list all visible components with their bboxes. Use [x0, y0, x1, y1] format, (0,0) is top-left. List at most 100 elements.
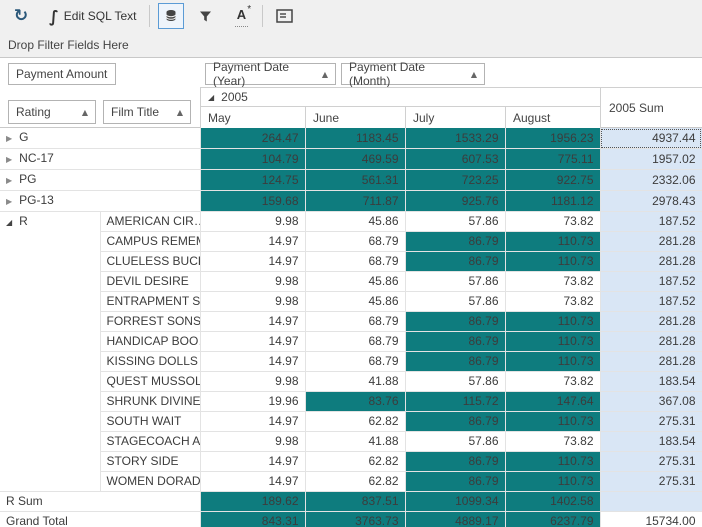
data-cell[interactable]: 264.47	[200, 128, 306, 149]
data-cell[interactable]: 9.98	[200, 291, 306, 312]
sum-cell[interactable]: 281.28	[600, 231, 702, 252]
data-cell[interactable]: 723.25	[405, 169, 506, 191]
data-cell[interactable]: 14.97	[200, 351, 306, 372]
data-cell[interactable]: 68.79	[305, 251, 406, 272]
data-cell[interactable]: 925.76	[405, 190, 506, 212]
data-cell[interactable]: 3763.73	[305, 511, 406, 527]
sum-cell[interactable]: 281.28	[600, 331, 702, 352]
column-field-payment-date-year[interactable]: Payment Date (Year) ▲	[205, 60, 336, 88]
column-header-august[interactable]: August	[505, 107, 600, 128]
data-cell[interactable]: 110.73	[505, 231, 601, 252]
sum-cell[interactable]: 1957.02	[600, 148, 702, 170]
data-cell[interactable]: 57.86	[405, 291, 506, 312]
form-view-button[interactable]	[271, 3, 297, 29]
data-cell[interactable]: 68.79	[305, 311, 406, 332]
data-cell[interactable]: 775.11	[505, 148, 601, 170]
row-header-film-title[interactable]: ENTRAPMENT S…	[100, 291, 201, 312]
data-cell[interactable]: 1402.58	[505, 491, 601, 512]
data-cell[interactable]: 837.51	[305, 491, 406, 512]
sum-cell[interactable]: 275.31	[600, 411, 702, 432]
sum-cell[interactable]: 4937.44	[600, 128, 702, 149]
data-cell[interactable]: 86.79	[405, 331, 506, 352]
data-cell[interactable]: 1533.29	[405, 128, 506, 149]
row-header-film-title[interactable]: WOMEN DORADO	[100, 471, 201, 492]
data-cell[interactable]: 469.59	[305, 148, 406, 170]
data-cell[interactable]: 14.97	[200, 411, 306, 432]
data-cell[interactable]: 45.86	[305, 291, 406, 312]
expand-icon[interactable]: ▶	[6, 197, 13, 206]
data-cell[interactable]: 147.64	[505, 391, 601, 412]
row-header-rating[interactable]: ▶ PG-13	[0, 190, 201, 212]
sum-cell[interactable]: 275.31	[600, 471, 702, 492]
sum-cell[interactable]: 187.52	[600, 291, 702, 312]
data-cell[interactable]: 86.79	[405, 471, 506, 492]
row-header-film-title[interactable]: QUEST MUSSOLINI	[100, 371, 201, 392]
row-header-film-title[interactable]: CAMPUS REMEM…	[100, 231, 201, 252]
data-cell[interactable]: 124.75	[200, 169, 306, 191]
data-cell[interactable]: 62.82	[305, 411, 406, 432]
data-cell[interactable]: 57.86	[405, 431, 506, 452]
sum-cell[interactable]: 183.54	[600, 431, 702, 452]
sum-cell[interactable]: 2978.43	[600, 190, 702, 212]
column-header-july[interactable]: July	[405, 107, 505, 128]
data-field-payment-amount[interactable]: Payment Amount	[8, 63, 116, 85]
data-cell[interactable]: 86.79	[405, 231, 506, 252]
row-header-film-title[interactable]: AMERICAN CIR…	[100, 211, 201, 232]
row-header-rating[interactable]: ▶ G	[0, 128, 201, 149]
data-cell[interactable]: 14.97	[200, 251, 306, 272]
column-group-2005[interactable]: ◢ 2005	[200, 87, 600, 107]
data-cell[interactable]: 6237.79	[505, 511, 601, 527]
data-cell[interactable]: 62.82	[305, 451, 406, 472]
data-cell[interactable]: 1183.45	[305, 128, 406, 149]
font-settings-button[interactable]: A *	[228, 3, 254, 29]
row-header-film-title[interactable]: CLUELESS BUCKET	[100, 251, 201, 272]
row-header-film-title[interactable]: DEVIL DESIRE	[100, 271, 201, 292]
data-cell[interactable]: 561.31	[305, 169, 406, 191]
filter-drop-zone[interactable]: Drop Filter Fields Here	[0, 32, 702, 58]
data-cell[interactable]: 14.97	[200, 451, 306, 472]
row-header-film-title[interactable]: HANDICAP BOO…	[100, 331, 201, 352]
data-cell[interactable]: 41.88	[305, 431, 406, 452]
data-cell[interactable]: 19.96	[200, 391, 306, 412]
data-cell[interactable]: 73.82	[505, 291, 601, 312]
data-cell[interactable]: 1181.12	[505, 190, 601, 212]
sum-cell[interactable]	[600, 491, 702, 512]
data-cell[interactable]: 57.86	[405, 211, 506, 232]
database-toggle-button[interactable]	[158, 3, 185, 29]
data-cell[interactable]: 73.82	[505, 431, 601, 452]
sum-cell[interactable]: 275.31	[600, 451, 702, 472]
data-cell[interactable]: 73.82	[505, 211, 601, 232]
data-cell[interactable]: 14.97	[200, 231, 306, 252]
sum-cell[interactable]: 281.28	[600, 351, 702, 372]
row-header-film-title[interactable]: FORREST SONS	[100, 311, 201, 332]
data-cell[interactable]: 189.62	[200, 491, 306, 512]
sum-cell[interactable]: 15734.00	[600, 511, 702, 527]
data-cell[interactable]: 4889.17	[405, 511, 506, 527]
row-header-film-title[interactable]: SHRUNK DIVINE	[100, 391, 201, 412]
row-header-film-title[interactable]: STORY SIDE	[100, 451, 201, 472]
row-field-rating[interactable]: Rating ▲	[8, 100, 96, 124]
sum-cell[interactable]: 183.54	[600, 371, 702, 392]
sum-cell[interactable]: 187.52	[600, 211, 702, 232]
data-cell[interactable]: 45.86	[305, 271, 406, 292]
refresh-button[interactable]: ↻	[8, 3, 34, 29]
data-cell[interactable]: 922.75	[505, 169, 601, 191]
column-header-june[interactable]: June	[305, 107, 405, 128]
row-header-film-title[interactable]: KISSING DOLLS	[100, 351, 201, 372]
data-cell[interactable]: 68.79	[305, 351, 406, 372]
data-cell[interactable]: 159.68	[200, 190, 306, 212]
collapse-icon[interactable]: ◢	[6, 218, 13, 227]
sum-cell[interactable]: 281.28	[600, 251, 702, 272]
data-cell[interactable]: 711.87	[305, 190, 406, 212]
data-cell[interactable]: 57.86	[405, 271, 506, 292]
data-cell[interactable]: 73.82	[505, 371, 601, 392]
data-cell[interactable]: 86.79	[405, 451, 506, 472]
data-cell[interactable]: 9.98	[200, 371, 306, 392]
data-cell[interactable]: 45.86	[305, 211, 406, 232]
data-cell[interactable]: 86.79	[405, 311, 506, 332]
sum-cell[interactable]: 2332.06	[600, 169, 702, 191]
row-header-film-title[interactable]: STAGECOACH A…	[100, 431, 201, 452]
data-cell[interactable]: 9.98	[200, 271, 306, 292]
expand-icon[interactable]: ▶	[6, 176, 13, 185]
column-header-may[interactable]: May	[200, 107, 305, 128]
